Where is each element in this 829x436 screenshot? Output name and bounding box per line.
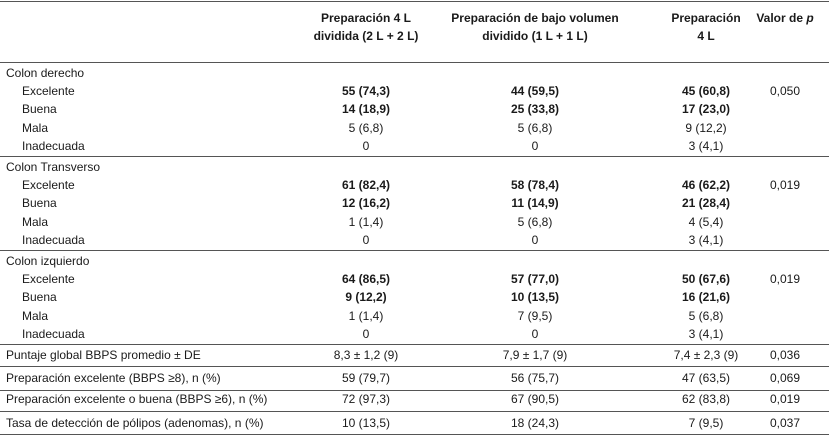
cell: 62 (83,8)	[681, 392, 731, 406]
cell: 0	[531, 232, 539, 247]
cell: 7,4 ± 2,3 (9)	[673, 348, 739, 362]
cell: 50 (67,6)	[681, 272, 731, 286]
row-label: Buena	[22, 102, 57, 117]
cell: 0,037	[769, 416, 801, 430]
cell: 5 (6,8)	[517, 120, 553, 135]
cell: 3 (4,1)	[688, 326, 724, 341]
group-label: Colon derecho	[6, 66, 85, 80]
header-text: p	[806, 11, 814, 25]
cell: 1 (1,4)	[348, 214, 384, 229]
cell: 4 (5,4)	[688, 214, 724, 229]
row-label: Excelente	[22, 84, 75, 98]
row-label: Inadecuada	[22, 232, 85, 247]
cell: 0	[531, 326, 539, 341]
cell: 45 (60,8)	[681, 84, 731, 98]
cell: 9 (12,2)	[685, 120, 727, 135]
row-label: Tasa de detección de pólipos (adenomas),…	[6, 416, 264, 430]
row-label: Mala	[22, 308, 49, 323]
group-label: Colon izquierdo	[6, 254, 90, 268]
cell: 16 (21,6)	[681, 290, 731, 305]
cell: 21 (28,4)	[681, 196, 731, 211]
cell: 47 (63,5)	[681, 371, 731, 385]
cell: 72 (97,3)	[341, 392, 391, 406]
cell: 5 (6,8)	[348, 120, 384, 135]
row-label: Buena	[22, 290, 57, 305]
row-label: Excelente	[22, 272, 75, 286]
column-header: Preparación	[671, 11, 741, 25]
cell: 8,3 ± 1,2 (9)	[333, 348, 399, 362]
cell: 10 (13,5)	[341, 416, 391, 430]
rule	[0, 250, 829, 251]
cell: 3 (4,1)	[688, 232, 724, 247]
cell: 58 (78,4)	[510, 178, 560, 192]
cell: 0,036	[769, 348, 801, 362]
row-label: Inadecuada	[22, 138, 85, 153]
cell: 0	[362, 138, 370, 153]
cell: 5 (6,8)	[517, 214, 553, 229]
group-label: Colon Transverso	[6, 160, 101, 174]
rule	[0, 390, 829, 391]
row-label: Preparación excelente o buena (BBPS ≥6),…	[6, 392, 268, 406]
cell: 17 (23,0)	[681, 102, 731, 117]
cell: 7 (9,5)	[688, 416, 724, 430]
cell: 67 (90,5)	[510, 392, 560, 406]
cell: 14 (18,9)	[341, 102, 391, 117]
cell: 0	[362, 232, 370, 247]
cell: 64 (86,5)	[341, 272, 391, 286]
rule	[0, 344, 829, 345]
cell: 1 (1,4)	[348, 308, 384, 323]
cell: 56 (75,7)	[510, 371, 560, 385]
rule	[0, 62, 829, 63]
cell: 3 (4,1)	[688, 138, 724, 153]
row-label: Excelente	[22, 178, 75, 192]
column-header: 4 L	[697, 29, 715, 43]
cell: 18 (24,3)	[510, 416, 560, 430]
p-value: 0,050	[769, 84, 801, 98]
p-value: 0,019	[769, 272, 801, 286]
cell: 46 (62,2)	[681, 178, 731, 192]
cell: 25 (33,8)	[510, 102, 560, 117]
cell: 57 (77,0)	[510, 272, 560, 286]
column-header: dividido (1 L + 1 L)	[482, 29, 588, 43]
row-label: Mala	[22, 214, 49, 229]
header-text: Valor de	[756, 11, 803, 25]
p-value: 0,019	[769, 178, 801, 192]
cell: 55 (74,3)	[341, 84, 391, 98]
column-header: Valor de p	[756, 11, 813, 25]
cell: 7 (9,5)	[517, 308, 553, 323]
cell: 61 (82,4)	[341, 178, 391, 192]
cell: 7,9 ± 1,7 (9)	[502, 348, 568, 362]
cell: 0	[531, 138, 539, 153]
row-label: Mala	[22, 120, 49, 135]
cell: 12 (16,2)	[341, 196, 391, 211]
rule	[0, 1, 829, 2]
cell: 0,069	[769, 371, 801, 385]
rule	[0, 411, 829, 412]
rule	[0, 434, 829, 435]
row-label: Preparación excelente (BBPS ≥8), n (%)	[6, 371, 221, 385]
cell: 10 (13,5)	[510, 290, 560, 305]
row-label: Buena	[22, 196, 57, 211]
column-header: dividida (2 L + 2 L)	[313, 29, 419, 43]
rule	[0, 156, 829, 157]
cell: 59 (79,7)	[341, 371, 391, 385]
row-label: Puntaje global BBPS promedio ± DE	[6, 348, 201, 362]
cell: 0	[362, 326, 370, 341]
cell: 9 (12,2)	[345, 290, 387, 305]
rule	[0, 366, 829, 367]
row-label: Inadecuada	[22, 326, 85, 341]
cell: 44 (59,5)	[510, 84, 560, 98]
column-header: Preparación 4 L	[320, 11, 412, 25]
cell: 5 (6,8)	[688, 308, 724, 323]
column-header: Preparación de bajo volumen	[451, 11, 619, 25]
cell: 11 (14,9)	[511, 196, 559, 211]
cell: 0,019	[769, 392, 801, 406]
